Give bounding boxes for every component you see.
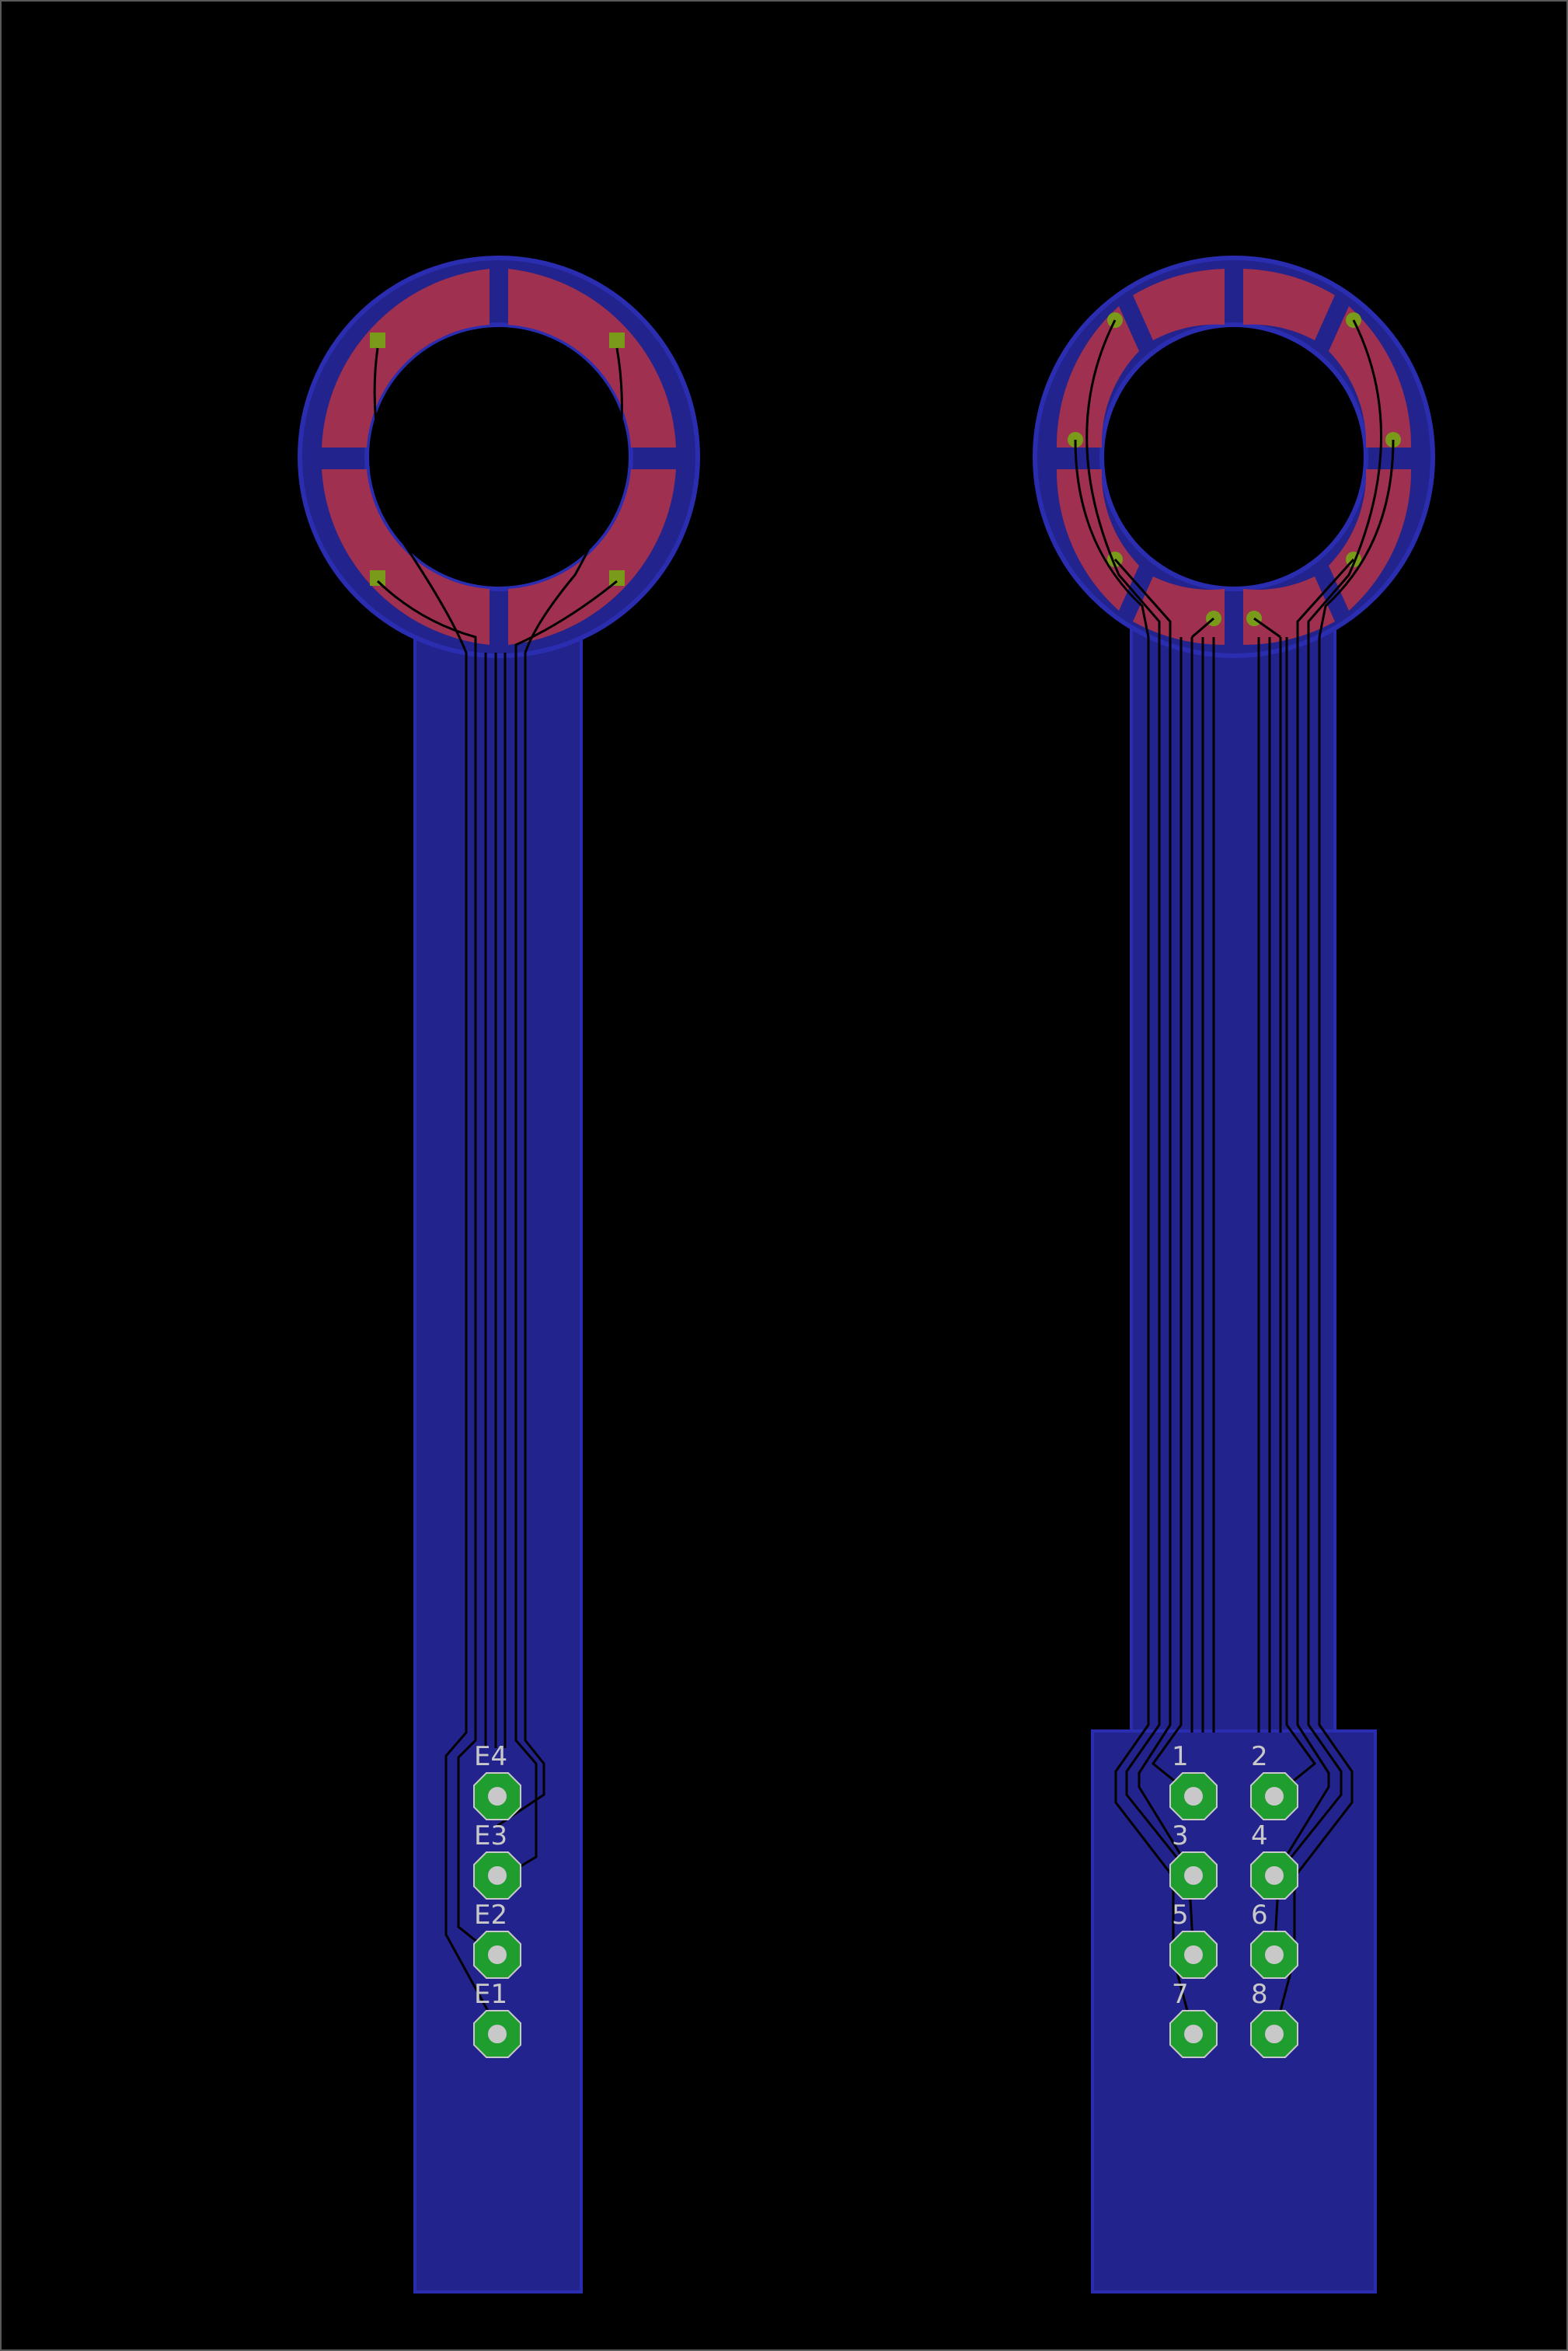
left-electrodes	[322, 269, 676, 645]
trace	[497, 580, 618, 1882]
trace	[1274, 637, 1317, 1798]
trace	[1307, 319, 1383, 637]
trace	[1151, 637, 1194, 1798]
pad-drill	[488, 1866, 507, 1885]
pad-drill	[488, 1945, 507, 1964]
pad-drill	[1265, 1787, 1284, 1806]
via	[609, 333, 625, 348]
pad-label-4: 4	[1251, 1820, 1268, 1851]
trace	[1296, 558, 1355, 637]
electrode-quadrant	[508, 469, 676, 645]
pad-label-8: 8	[1251, 1979, 1268, 2010]
trace	[497, 347, 623, 1827]
trace	[1113, 559, 1172, 637]
pad-drill	[1184, 1945, 1203, 1964]
via	[370, 570, 385, 586]
left-traces	[373, 347, 623, 2029]
left-probe: E4 E3 E2 E1	[298, 255, 700, 2294]
trace	[1138, 637, 1195, 1876]
pad-label-e3: E3	[474, 1820, 507, 1851]
pad-drill	[1184, 1787, 1203, 1806]
right-probe-ring	[1033, 255, 1435, 659]
trace	[1318, 439, 1395, 638]
pad-drill	[488, 2025, 507, 2043]
trace	[1253, 617, 1281, 639]
via	[609, 570, 625, 586]
pad-label-6: 6	[1251, 1900, 1268, 1931]
electrode-quadrant	[322, 269, 490, 448]
left-pads	[473, 1772, 521, 2058]
pad-label-1: 1	[1172, 1741, 1189, 1772]
pad-label-e2: E2	[474, 1900, 507, 1931]
electrode-quadrant	[322, 469, 490, 645]
left-vias	[370, 333, 625, 586]
electrode-segment	[1329, 306, 1412, 448]
trace	[1191, 617, 1214, 639]
electrode-segment	[1243, 269, 1335, 340]
right-probe: 1 2 3 4 5 6 7 8	[1033, 255, 1435, 2294]
pad-drill	[1184, 1866, 1203, 1885]
pad-label-e4: E4	[474, 1741, 507, 1772]
pad-label-e1: E1	[474, 1979, 507, 2010]
pad-label-7: 7	[1172, 1979, 1189, 2010]
right-probe-connector-body	[1091, 1729, 1377, 2294]
trace	[373, 347, 499, 2029]
electrode-quadrant	[508, 269, 676, 448]
trace	[1085, 319, 1161, 637]
pad-label-3: 3	[1172, 1820, 1189, 1851]
electrode-segment	[1133, 269, 1225, 340]
via	[370, 333, 385, 348]
right-pads	[1169, 1772, 1298, 2058]
pad-drill	[1265, 2025, 1284, 2043]
trace	[376, 580, 498, 1959]
pad-label-5: 5	[1172, 1900, 1189, 1931]
trace	[1074, 439, 1150, 638]
trace	[1273, 637, 1330, 1876]
pad-drill	[1184, 2025, 1203, 2043]
pad-drill	[1265, 1866, 1284, 1885]
pad-drill	[1265, 1945, 1284, 1964]
electrode-segment	[1056, 306, 1139, 448]
pad-drill	[488, 1787, 507, 1806]
pad-label-2: 2	[1251, 1741, 1268, 1772]
right-probe-stem	[1130, 620, 1336, 1742]
